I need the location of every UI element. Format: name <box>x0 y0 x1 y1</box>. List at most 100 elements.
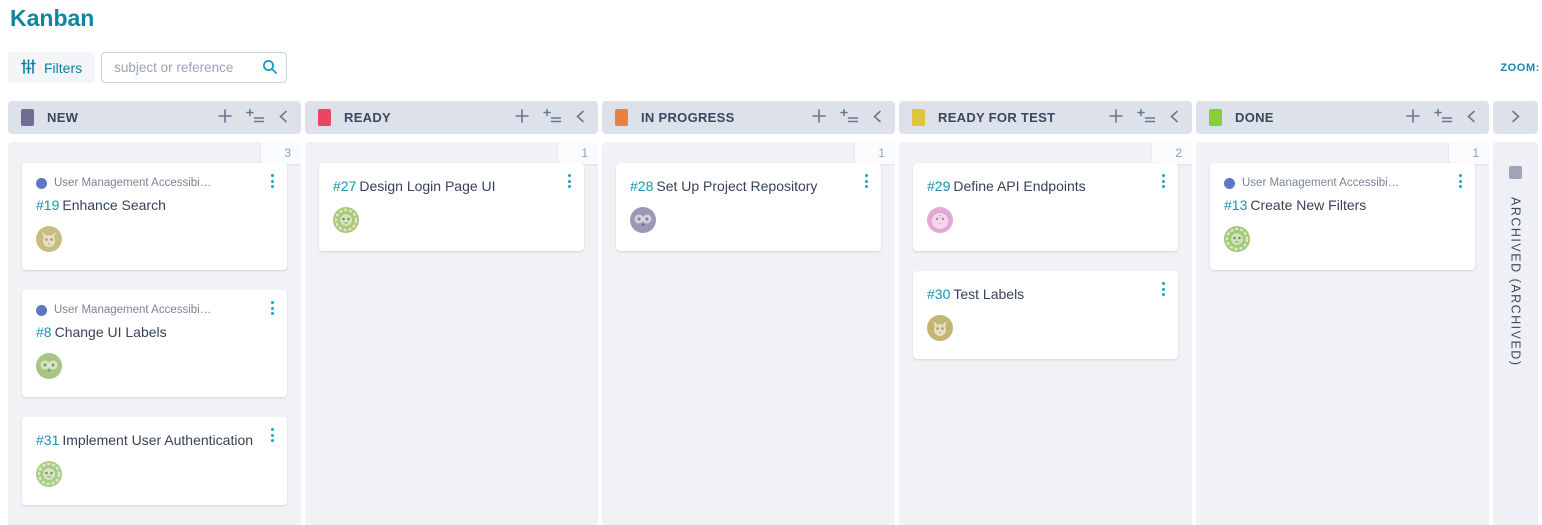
column-actions <box>811 108 882 127</box>
card-menu-button[interactable] <box>566 172 573 190</box>
add-in-place-button[interactable] <box>1434 108 1453 127</box>
column-title: DONE <box>1235 110 1274 125</box>
column-color-square <box>912 109 925 126</box>
avatar <box>927 315 953 341</box>
chevron-left-icon <box>1169 110 1179 126</box>
card-title: Define API Endpoints <box>953 178 1086 194</box>
collapse-column-button[interactable] <box>278 110 288 126</box>
collapse-column-button[interactable] <box>872 110 882 126</box>
card-menu-button[interactable] <box>269 172 276 190</box>
add-card-button[interactable] <box>1405 108 1421 127</box>
collapsed-column-label: ARCHIVED (ARCHIVED) <box>1508 197 1523 367</box>
tracker-dot <box>1224 177 1235 189</box>
tracker-dot <box>36 177 47 189</box>
tracker-row: User Management Accessibi… <box>36 304 273 316</box>
card-menu-button[interactable] <box>269 426 276 444</box>
card-19[interactable]: User Management Accessibi… #19 Enhance Se… <box>22 163 287 270</box>
expand-column-button[interactable] <box>1511 110 1521 126</box>
card-title-row: #8 Change UI Labels <box>36 323 273 341</box>
add-in-place-button[interactable] <box>1137 108 1156 127</box>
card-29[interactable]: #29 Define API Endpoints <box>913 163 1178 251</box>
card-title: Create New Filters <box>1250 197 1367 213</box>
card-id: #29 <box>927 178 951 194</box>
tracker-row: User Management Accessibi… <box>36 177 273 189</box>
card-id: #27 <box>333 178 357 194</box>
plus-list-icon <box>1137 108 1156 127</box>
card-menu-button[interactable] <box>1160 172 1167 190</box>
column-header: READY FOR TEST <box>899 101 1192 134</box>
column-header: IN PROGRESS <box>602 101 895 134</box>
collapsed-column-body[interactable]: ARCHIVED (ARCHIVED) <box>1493 142 1538 525</box>
sliders-icon <box>21 58 36 77</box>
filters-button[interactable]: Filters <box>8 52 96 83</box>
column-title: IN PROGRESS <box>641 110 735 125</box>
add-in-place-button[interactable] <box>840 108 859 127</box>
plus-icon <box>514 108 530 127</box>
add-card-button[interactable] <box>514 108 530 127</box>
collapse-column-button[interactable] <box>1466 110 1476 126</box>
card-13[interactable]: User Management Accessibi… #13 Create New… <box>1210 163 1475 270</box>
card-menu-button[interactable] <box>863 172 870 190</box>
card-31[interactable]: #31 Implement User Authentication <box>22 417 287 505</box>
toolbar: Filters ZOOM: <box>8 52 1540 83</box>
column-header <box>1493 101 1538 134</box>
column-in-progress: IN PROGRESS 1 #28 Set Up Project Reposito… <box>602 101 895 525</box>
column-body: 1 User Management Accessibi… #13 Create N… <box>1196 142 1489 525</box>
add-in-place-button[interactable] <box>246 108 265 127</box>
card-id: #13 <box>1224 197 1248 213</box>
card-title: Test Labels <box>953 286 1025 302</box>
card-title-row: #30 Test Labels <box>927 285 1164 303</box>
column-ready: READY 1 #27 Design Login Page UI <box>305 101 598 525</box>
kebab-vertical-icon <box>1162 282 1165 296</box>
add-card-button[interactable] <box>217 108 233 127</box>
card-title-row: #19 Enhance Search <box>36 196 273 214</box>
column-actions <box>514 108 585 127</box>
add-card-button[interactable] <box>1108 108 1124 127</box>
card-8[interactable]: User Management Accessibi… #8 Change UI L… <box>22 290 287 397</box>
tracker-dot <box>36 304 47 316</box>
plus-icon <box>811 108 827 127</box>
card-title-row: #31 Implement User Authentication <box>36 431 273 449</box>
tracker-name: User Management Accessibi… <box>54 304 212 316</box>
card-27[interactable]: #27 Design Login Page UI <box>319 163 584 251</box>
magnifier-icon <box>262 59 278 80</box>
column-count-badge: 1 <box>1449 142 1489 164</box>
plus-icon <box>1108 108 1124 127</box>
collapse-column-button[interactable] <box>575 110 585 126</box>
avatar <box>630 207 656 233</box>
card-menu-button[interactable] <box>1457 172 1464 190</box>
column-title: READY <box>344 110 392 125</box>
column-count-badge: 1 <box>558 142 598 164</box>
card-title: Design Login Page UI <box>359 178 496 194</box>
card-menu-button[interactable] <box>1160 280 1167 298</box>
tracker-name: User Management Accessibi… <box>1242 177 1400 189</box>
tracker-row: User Management Accessibi… <box>1224 177 1461 189</box>
kebab-vertical-icon <box>865 174 868 188</box>
zoom-label: ZOOM: <box>1500 61 1540 74</box>
column-color-square <box>21 109 34 126</box>
kebab-vertical-icon <box>271 174 274 188</box>
column-color-square <box>318 109 331 126</box>
column-body: 2 #29 Define API Endpoints #30 Test Labels <box>899 142 1192 525</box>
avatar <box>36 226 62 252</box>
chevron-left-icon <box>1466 110 1476 126</box>
add-card-button[interactable] <box>811 108 827 127</box>
column-color-square <box>615 109 628 126</box>
card-28[interactable]: #28 Set Up Project Repository <box>616 163 881 251</box>
card-30[interactable]: #30 Test Labels <box>913 271 1178 359</box>
card-menu-button[interactable] <box>269 299 276 317</box>
card-id: #19 <box>36 197 60 213</box>
filters-button-label: Filters <box>44 59 83 76</box>
column-header: DONE <box>1196 101 1489 134</box>
card-title: Implement User Authentication <box>62 432 254 448</box>
add-in-place-button[interactable] <box>543 108 562 127</box>
card-id: #8 <box>36 324 52 340</box>
kebab-vertical-icon <box>271 301 274 315</box>
chevron-left-icon <box>575 110 585 126</box>
plus-list-icon <box>543 108 562 127</box>
search-input[interactable] <box>101 52 288 83</box>
card-title: Change UI Labels <box>54 324 167 340</box>
avatar <box>333 207 359 233</box>
column-count-badge: 1 <box>855 142 895 164</box>
collapse-column-button[interactable] <box>1169 110 1179 126</box>
